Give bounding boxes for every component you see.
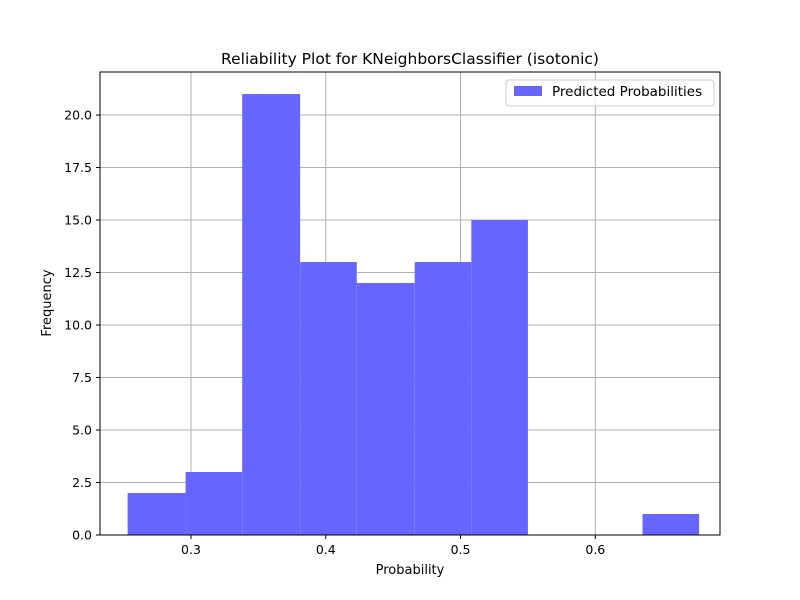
histogram-bar xyxy=(471,220,528,536)
histogram-bar xyxy=(300,262,357,535)
y-tick-label: 10.0 xyxy=(64,318,92,333)
x-tick-label: 0.6 xyxy=(585,542,605,557)
y-tick-label: 2.5 xyxy=(72,475,92,490)
chart-title: Reliability Plot for KNeighborsClassifie… xyxy=(221,50,599,68)
histogram-bar xyxy=(642,514,700,535)
x-tick-label: 0.5 xyxy=(451,542,471,557)
legend: Predicted Probabilities xyxy=(505,79,715,107)
y-tick-label: 15.0 xyxy=(64,213,92,228)
histogram-bar xyxy=(356,283,415,535)
histogram-bar xyxy=(242,94,301,536)
legend-swatch xyxy=(514,86,542,96)
y-axis-label: Frequency xyxy=(40,269,55,336)
y-tick-label: 0.0 xyxy=(72,528,92,543)
y-tick-label: 7.5 xyxy=(72,370,92,385)
x-tick-label: 0.3 xyxy=(181,542,201,557)
x-axis-label: Probability xyxy=(376,563,445,578)
histogram-bar xyxy=(414,262,472,535)
plot-frame xyxy=(99,71,721,536)
y-tick-label: 5.0 xyxy=(72,423,92,438)
histogram-bar xyxy=(185,472,243,535)
legend-label: Predicted Probabilities xyxy=(552,84,702,100)
x-tick-label: 0.4 xyxy=(316,542,336,557)
histogram-bars xyxy=(127,94,700,536)
y-tick-label: 20.0 xyxy=(64,108,92,123)
legend-box xyxy=(505,79,715,107)
y-tick-label: 17.5 xyxy=(64,160,92,175)
histogram-bar xyxy=(127,493,186,535)
y-tick-label: 12.5 xyxy=(64,265,92,280)
axis-ticks: 0.3 0.4 0.5 0.6 0.0 2.5 5.0 7.5 10.0 12.5 15.0 17.5… xyxy=(64,108,605,557)
